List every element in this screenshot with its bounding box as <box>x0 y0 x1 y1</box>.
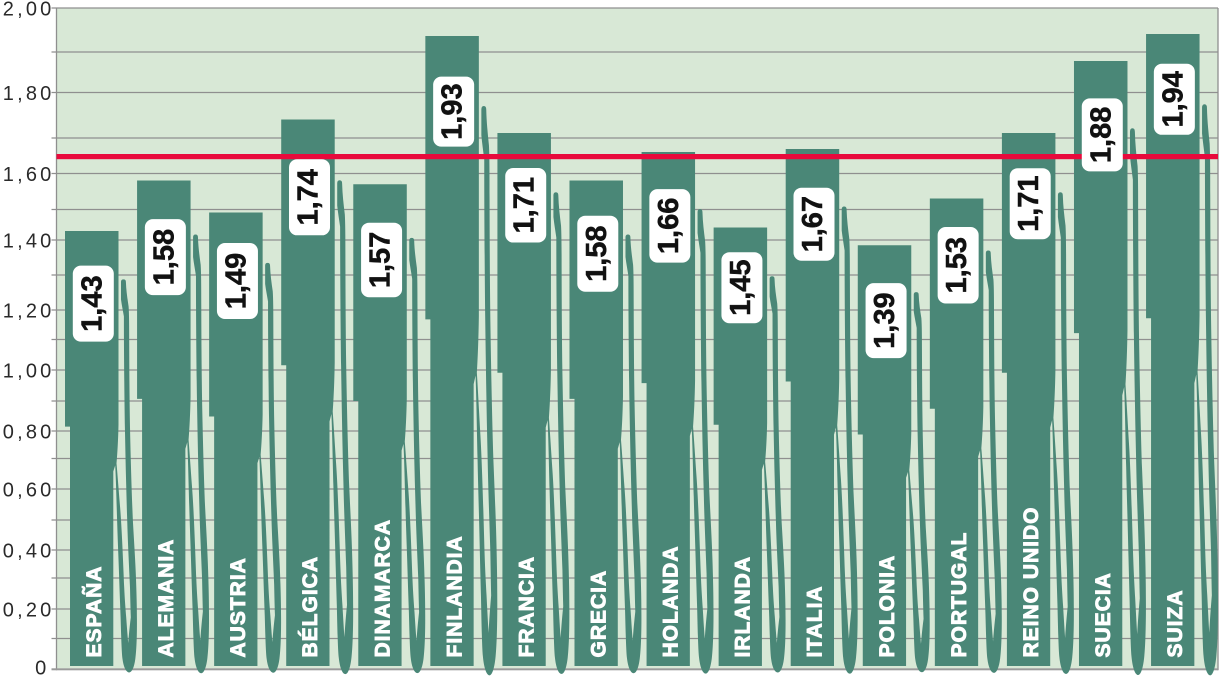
svg-text:1,40: 1,40 <box>3 230 55 252</box>
svg-text:ITALIA: ITALIA <box>804 585 827 657</box>
svg-text:1,39: 1,39 <box>869 292 901 348</box>
svg-text:1,88: 1,88 <box>1085 107 1117 163</box>
svg-text:1,00: 1,00 <box>3 360 55 382</box>
svg-text:ESPAÑA: ESPAÑA <box>83 566 106 658</box>
svg-text:1,45: 1,45 <box>725 259 757 315</box>
svg-text:1,94: 1,94 <box>1157 71 1189 127</box>
svg-text:1,58: 1,58 <box>148 229 180 285</box>
svg-text:1,71: 1,71 <box>509 177 541 233</box>
svg-text:1,71: 1,71 <box>1013 175 1045 231</box>
svg-text:1,74: 1,74 <box>293 169 325 225</box>
svg-text:HOLANDA: HOLANDA <box>660 546 683 658</box>
svg-text:2,00: 2,00 <box>3 0 55 20</box>
svg-text:0,60: 0,60 <box>3 479 55 501</box>
svg-text:REINO UNIDO: REINO UNIDO <box>1020 506 1043 657</box>
svg-text:1,58: 1,58 <box>581 225 613 281</box>
svg-text:PORTUGAL: PORTUGAL <box>948 532 971 658</box>
svg-text:1,53: 1,53 <box>941 237 973 293</box>
svg-text:DINAMARCA: DINAMARCA <box>371 519 394 658</box>
svg-text:POLONIA: POLONIA <box>876 555 899 658</box>
svg-text:BÉLGICA: BÉLGICA <box>299 556 322 658</box>
svg-text:1,57: 1,57 <box>365 232 397 288</box>
svg-text:1,93: 1,93 <box>437 83 469 139</box>
svg-text:1,20: 1,20 <box>3 300 55 322</box>
svg-text:FRANCIA: FRANCIA <box>515 556 538 658</box>
svg-text:1,60: 1,60 <box>3 164 55 186</box>
svg-text:0: 0 <box>35 657 49 677</box>
svg-text:GRECIA: GRECIA <box>587 570 610 658</box>
svg-text:1,80: 1,80 <box>3 83 55 105</box>
svg-text:0,20: 0,20 <box>3 599 55 621</box>
svg-text:0,40: 0,40 <box>3 540 55 562</box>
svg-text:SUIZA: SUIZA <box>1164 590 1187 658</box>
svg-text:IRLANDA: IRLANDA <box>732 556 755 658</box>
svg-text:1,49: 1,49 <box>220 253 252 309</box>
svg-text:SUECIA: SUECIA <box>1092 572 1115 657</box>
svg-text:1,43: 1,43 <box>76 275 108 331</box>
svg-text:1,66: 1,66 <box>653 198 685 254</box>
svg-text:1,67: 1,67 <box>797 196 829 252</box>
svg-text:ALEMANIA: ALEMANIA <box>155 539 178 658</box>
svg-text:FINLANDIA: FINLANDIA <box>443 535 466 657</box>
svg-text:0,80: 0,80 <box>3 421 55 443</box>
svg-text:AUSTRIA: AUSTRIA <box>227 557 250 657</box>
